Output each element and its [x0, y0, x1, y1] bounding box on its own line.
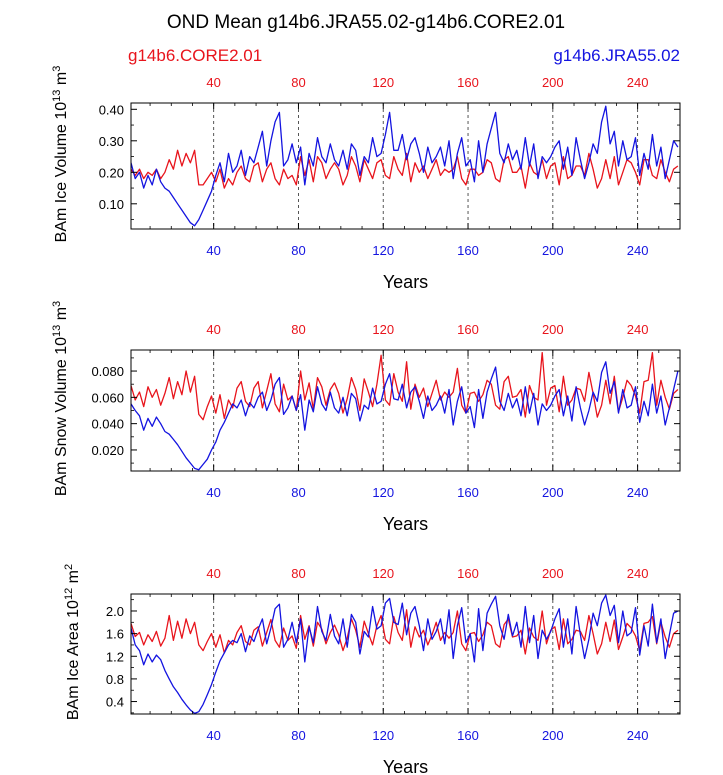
x-tick-label-bottom: 160: [457, 485, 479, 500]
y-tick-label: 1.2: [106, 649, 124, 664]
x-tick-label-bottom: 40: [206, 243, 220, 258]
series-line-jra55: [131, 361, 679, 471]
plot-frame: [130, 102, 681, 230]
x-tick-label-bottom: 40: [206, 728, 220, 743]
y-tick-label: 1.6: [106, 627, 124, 642]
x-axis-title: Years: [383, 272, 428, 292]
legend-core2: g14b6.CORE2.01: [128, 46, 262, 65]
y-axis-title-text: BAm Ice Area 10: [65, 600, 82, 720]
x-tick-label-top: 200: [542, 75, 564, 90]
y-tick-label: 0.40: [99, 102, 124, 117]
x-tick-label-top: 240: [627, 566, 649, 581]
x-tick-label-bottom: 240: [627, 728, 649, 743]
x-tick-label-bottom: 80: [291, 485, 305, 500]
y-axis-title-superscript: 3: [51, 66, 63, 72]
y-axis-title-text: m: [53, 72, 70, 90]
y-tick-label: 0.040: [91, 417, 124, 432]
y-tick-label: 0.30: [99, 134, 124, 149]
series-line-jra55: [131, 105, 679, 227]
series-line-jra55: [131, 594, 679, 714]
x-tick-label-top: 200: [542, 322, 564, 337]
y-axis-title-superscript: 13: [51, 90, 63, 102]
series-line-core2: [131, 609, 679, 655]
x-axis-title: Years: [383, 757, 428, 775]
x-tick-label-bottom: 120: [372, 243, 394, 258]
x-tick-label-top: 40: [206, 566, 220, 581]
y-axis-title-superscript: 12: [63, 588, 75, 600]
x-tick-label-bottom: 160: [457, 243, 479, 258]
series-line-core2: [131, 351, 679, 421]
y-axis-title-text: BAm Ice Volume 10: [53, 102, 70, 243]
x-tick-label-bottom: 200: [542, 485, 564, 500]
x-tick-label-bottom: 240: [627, 243, 649, 258]
y-tick-label: 0.020: [91, 443, 124, 458]
y-axis-title-superscript: 3: [51, 301, 63, 307]
x-tick-label-top: 160: [457, 322, 479, 337]
x-tick-label-top: 40: [206, 322, 220, 337]
x-tick-label-top: 120: [372, 566, 394, 581]
x-tick-label-top: 120: [372, 75, 394, 90]
y-tick-label: 0.20: [99, 165, 124, 180]
x-tick-label-top: 200: [542, 566, 564, 581]
legend-jra55: g14b6.JRA55.02: [553, 46, 680, 65]
panel-ice-volume: 40 40 80 80 120 120 160 160 200 200 240 240 0.10 0.20…: [51, 66, 681, 292]
y-axis-title-superscript: 13: [51, 325, 63, 337]
panels-group: 404080801201201601602002002402400.100.20…: [51, 66, 681, 775]
x-tick-label-bottom: 40: [206, 485, 220, 500]
x-tick-label-top: 160: [457, 566, 479, 581]
y-axis-title-text: BAm Snow Volume 10: [53, 337, 70, 496]
x-tick-label-top: 240: [627, 75, 649, 90]
x-tick-label-top: 80: [291, 75, 305, 90]
y-axis-title-text: m: [53, 307, 70, 325]
x-tick-label-top: 160: [457, 75, 479, 90]
x-tick-label-bottom: 80: [291, 728, 305, 743]
panel-ice-area: 40 40 80 80 120 120 160 160 200 200 240 240 0.4 0.8 1.…: [63, 564, 681, 775]
y-tick-label: 0.10: [99, 197, 124, 212]
y-tick-label: 0.8: [106, 672, 124, 687]
x-tick-label-bottom: 200: [542, 243, 564, 258]
x-tick-label-bottom: 240: [627, 485, 649, 500]
y-axis-title: BAm Snow Volume 1013 m3: [51, 301, 70, 496]
y-tick-label: 0.4: [106, 695, 124, 710]
series-line-core2: [131, 149, 679, 189]
y-tick-label: 2.0: [106, 604, 124, 619]
x-tick-label-bottom: 160: [457, 728, 479, 743]
y-axis-title-superscript: 2: [63, 564, 75, 570]
x-tick-label-top: 40: [206, 75, 220, 90]
x-tick-label-bottom: 200: [542, 728, 564, 743]
y-axis-title: BAm Ice Volume 1013 m3: [51, 66, 70, 243]
x-tick-label-bottom: 80: [291, 243, 305, 258]
x-tick-label-top: 120: [372, 322, 394, 337]
x-tick-label-top: 80: [291, 322, 305, 337]
plot-frame: [130, 593, 681, 715]
x-tick-label-top: 240: [627, 322, 649, 337]
figure-title: OND Mean g14b6.JRA55.02-g14b6.CORE2.01: [167, 12, 565, 33]
x-axis-title: Years: [383, 514, 428, 534]
y-axis-title: BAm Ice Area 1012 m2: [63, 564, 82, 720]
x-tick-label-bottom: 120: [372, 485, 394, 500]
panel-snow-volume: 40 40 80 80 120 120 160 160 200 200 240 240 0.020 0.0…: [51, 301, 681, 534]
y-tick-label: 0.080: [91, 364, 124, 379]
y-axis-title-text: m: [65, 570, 82, 588]
y-tick-label: 0.060: [91, 390, 124, 405]
x-tick-label-top: 80: [291, 566, 305, 581]
x-tick-label-bottom: 120: [372, 728, 394, 743]
